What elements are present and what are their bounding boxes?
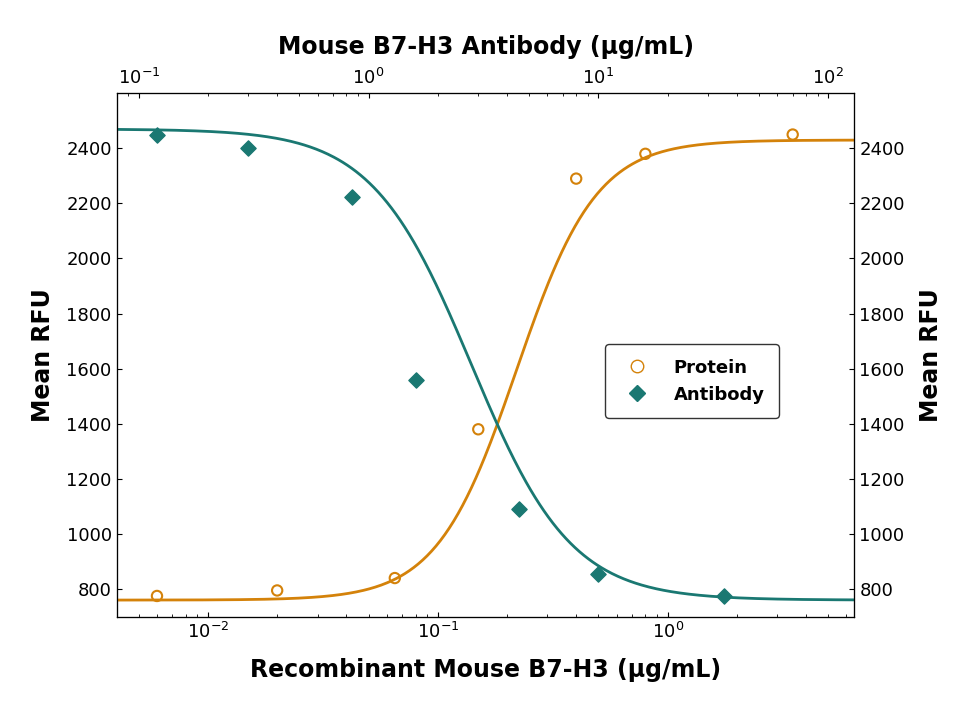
Point [471, 424, 486, 435]
Point [408, 374, 423, 386]
Point [241, 143, 256, 154]
Point [568, 173, 584, 184]
Y-axis label: Mean RFU: Mean RFU [31, 288, 55, 422]
Point [387, 572, 403, 584]
Point [716, 590, 731, 602]
Point [638, 148, 653, 160]
Point [785, 129, 800, 141]
Y-axis label: Mean RFU: Mean RFU [919, 288, 943, 422]
Point [269, 584, 285, 596]
Point [511, 503, 526, 515]
X-axis label: Mouse B7-H3 Antibody (μg/mL): Mouse B7-H3 Antibody (μg/mL) [278, 35, 693, 60]
Point [590, 568, 606, 579]
Point [150, 129, 165, 141]
Point [150, 590, 165, 602]
Point [345, 191, 360, 202]
Legend: Protein, Antibody: Protein, Antibody [605, 344, 779, 418]
X-axis label: Recombinant Mouse B7-H3 (μg/mL): Recombinant Mouse B7-H3 (μg/mL) [250, 658, 721, 683]
